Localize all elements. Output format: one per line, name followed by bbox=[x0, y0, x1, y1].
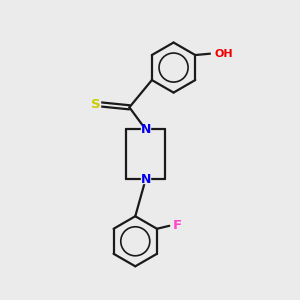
Bar bbox=[171, 222, 179, 230]
Text: S: S bbox=[91, 98, 101, 111]
Bar bbox=[91, 100, 100, 109]
Bar bbox=[211, 50, 225, 58]
Text: OH: OH bbox=[214, 49, 233, 58]
Bar bbox=[142, 176, 150, 183]
Text: N: N bbox=[140, 123, 151, 136]
Text: F: F bbox=[172, 219, 182, 232]
Bar bbox=[142, 126, 150, 133]
Text: N: N bbox=[140, 173, 151, 186]
